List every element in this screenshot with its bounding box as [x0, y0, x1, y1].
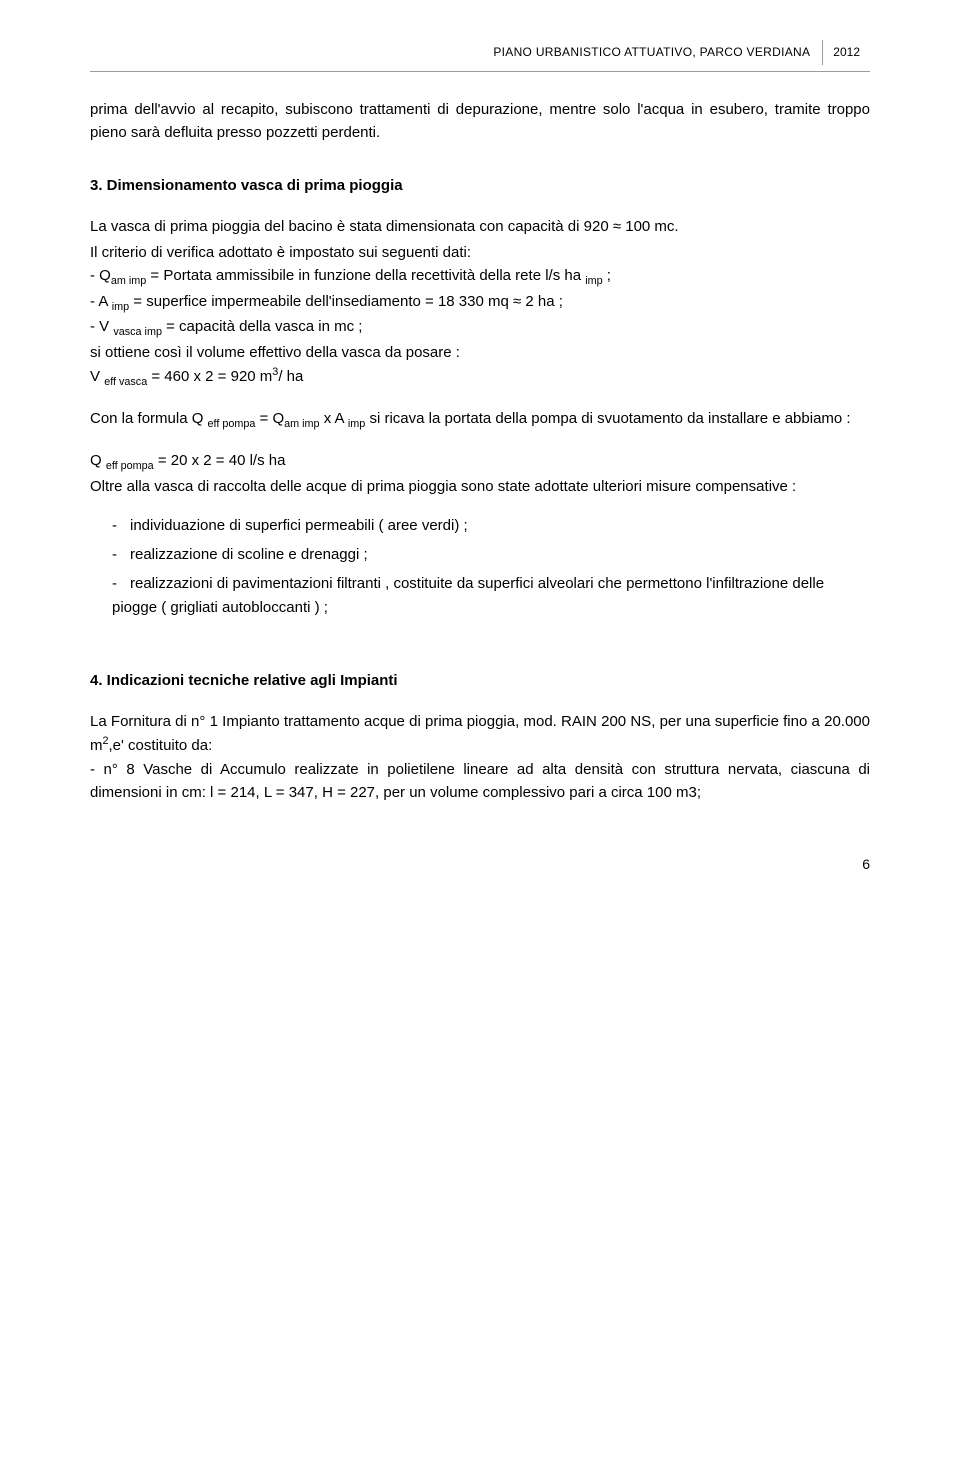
bullet-text: individuazione di superfici permeabili (…: [130, 517, 468, 534]
section-3-item-1: - Qam imp = Portata ammissibile in funzi…: [90, 264, 870, 290]
text-fragment: = Q: [255, 410, 284, 427]
section-4-p1: La Fornitura di n° 1 Impianto trattament…: [90, 710, 870, 758]
text-fragment: = 20 x 2 = 40 l/s ha: [154, 452, 286, 469]
text-fragment: - V: [90, 318, 113, 335]
section-3-p4: V eff vasca = 460 x 2 = 920 m3/ ha: [90, 364, 870, 391]
subscript: imp: [112, 301, 129, 313]
dash-icon: -: [112, 572, 130, 595]
text-fragment: = superfice impermeabile dell'insediamen…: [129, 293, 563, 310]
text-fragment: Q: [90, 452, 106, 469]
section-3-p3: si ottiene così il volume effettivo dell…: [90, 341, 870, 364]
header-year: 2012: [822, 40, 870, 65]
text-fragment: = capacità della vasca in mc ;: [162, 318, 363, 335]
subscript: imp: [348, 418, 365, 430]
section-3-p6: Q eff pompa = 20 x 2 = 40 l/s ha: [90, 449, 870, 475]
section-3-item-2: - A imp = superfice impermeabile dell'in…: [90, 290, 870, 316]
text-fragment: - A: [90, 293, 112, 310]
text-fragment: V: [90, 368, 104, 385]
section-3-p1: La vasca di prima pioggia del bacino è s…: [90, 215, 870, 238]
text-fragment: = Portata ammissibile in funzione della …: [146, 267, 585, 284]
page-header: PIANO URBANISTICO ATTUATIVO, PARCO VERDI…: [90, 40, 870, 65]
text-fragment: si ricava la portata della pompa di svuo…: [365, 410, 850, 427]
text-fragment: ;: [603, 267, 611, 284]
section-3-heading: 3. Dimensionamento vasca di prima pioggi…: [90, 174, 870, 197]
subscript: eff pompa: [106, 460, 154, 472]
subscript: vasca imp: [113, 326, 162, 338]
intro-paragraph: prima dell'avvio al recapito, subiscono …: [90, 98, 870, 145]
subscript: am imp: [284, 418, 319, 430]
page-number: 6: [90, 854, 870, 876]
section-4-heading: 4. Indicazioni tecniche relative agli Im…: [90, 669, 870, 692]
compensation-bullet-list: -individuazione di superfici permeabili …: [112, 514, 870, 619]
bullet-item-3: -realizzazioni di pavimentazioni filtran…: [112, 572, 870, 619]
section-3-p2: Il criterio di verifica adottato è impos…: [90, 241, 870, 264]
text-fragment: x A: [320, 410, 348, 427]
subscript: imp: [585, 275, 602, 287]
subscript: eff pompa: [208, 418, 256, 430]
section-3-item-3: - V vasca imp = capacità della vasca in …: [90, 315, 870, 341]
text-fragment: - Q: [90, 267, 111, 284]
section-3-p7: Oltre alla vasca di raccolta delle acque…: [90, 475, 870, 498]
header-divider: [90, 71, 870, 72]
section-4-p2: - n° 8 Vasche di Accumulo realizzate in …: [90, 758, 870, 805]
bullet-text: realizzazioni di pavimentazioni filtrant…: [112, 575, 824, 615]
dash-icon: -: [112, 514, 130, 537]
section-3-p5: Con la formula Q eff pompa = Qam imp x A…: [90, 407, 870, 433]
text-fragment: Con la formula Q: [90, 410, 208, 427]
bullet-item-2: -realizzazione di scoline e drenaggi ;: [112, 543, 870, 566]
subscript: eff vasca: [104, 376, 147, 388]
text-fragment: = 460 x 2 = 920 m: [147, 368, 272, 385]
dash-icon: -: [112, 543, 130, 566]
text-fragment: / ha: [278, 368, 303, 385]
bullet-text: realizzazione di scoline e drenaggi ;: [130, 546, 368, 563]
bullet-item-1: -individuazione di superfici permeabili …: [112, 514, 870, 537]
header-title: PIANO URBANISTICO ATTUATIVO, PARCO VERDI…: [493, 43, 810, 62]
subscript: am imp: [111, 275, 146, 287]
text-fragment: ,e' costituito da:: [109, 737, 213, 754]
